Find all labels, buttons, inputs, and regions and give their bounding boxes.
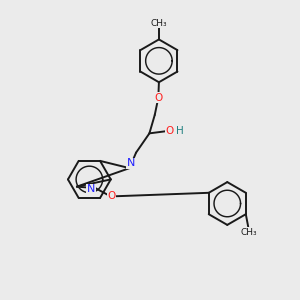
Text: O: O: [107, 191, 116, 201]
Text: CH₃: CH₃: [241, 227, 257, 236]
Text: O: O: [166, 126, 174, 136]
Text: CH₃: CH₃: [151, 19, 167, 28]
Text: O: O: [154, 93, 162, 103]
Text: N: N: [127, 158, 135, 168]
Text: H: H: [176, 126, 184, 136]
Text: N: N: [87, 184, 95, 194]
